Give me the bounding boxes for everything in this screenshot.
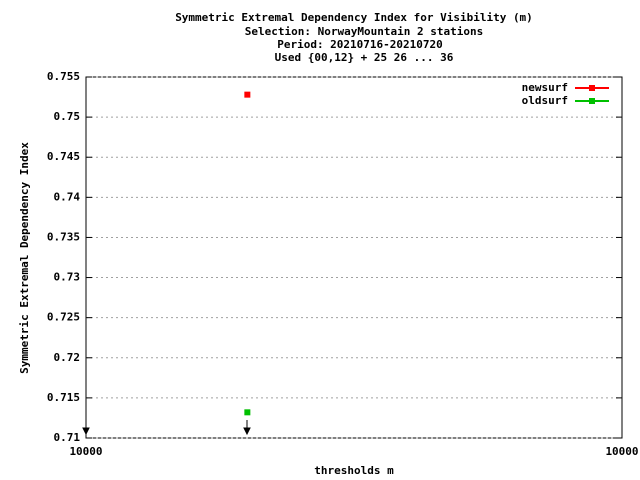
clip-arrows	[82, 420, 251, 436]
x-axis-label: thresholds m	[314, 464, 394, 477]
chart-title: Symmetric Extremal Dependency Index for …	[175, 11, 533, 24]
y-tick-label: 0.725	[47, 311, 80, 324]
y-tick-label: 0.72	[54, 351, 81, 364]
data-point	[244, 91, 251, 98]
y-tick-label: 0.75	[54, 110, 81, 123]
y-axis-label: Symmetric Extremal Dependency Index	[18, 142, 31, 374]
y-tick-label: 0.74	[54, 190, 81, 203]
x-tick-label: 10000	[605, 445, 638, 458]
plot-frame	[85, 76, 623, 439]
x-tick-label: 10000	[69, 445, 102, 458]
chart-subtitle: Selection: NorwayMountain 2 stations	[245, 25, 483, 38]
chart-subtitle: Used {00,12} + 25 26 ... 36	[275, 51, 454, 64]
y-tick-label: 0.71	[54, 431, 81, 444]
y-tick-label: 0.715	[47, 391, 80, 404]
y-tick-label: 0.73	[54, 271, 81, 284]
legend-swatch	[589, 98, 595, 104]
y-tick-label: 0.755	[47, 70, 80, 83]
data-point	[244, 409, 251, 416]
legend-swatch	[589, 85, 595, 91]
chart-subtitle: Period: 20210716-20210720	[277, 38, 443, 51]
y-tick-label: 0.735	[47, 230, 80, 243]
y-tick-label: 0.745	[47, 150, 80, 163]
legend-label: newsurf	[522, 81, 568, 94]
legend-label: oldsurf	[522, 94, 568, 107]
